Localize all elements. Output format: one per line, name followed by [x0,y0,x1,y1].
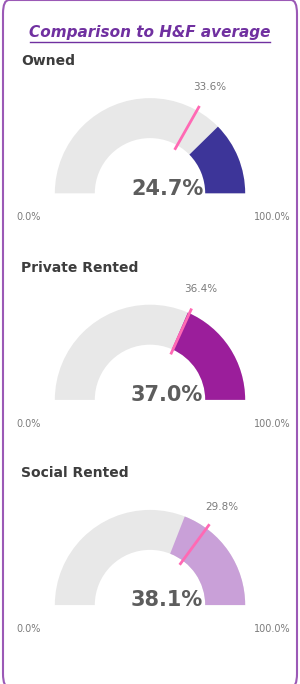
Text: 37.0%: 37.0% [131,385,203,405]
Text: 100.0%: 100.0% [254,419,290,429]
Wedge shape [55,98,245,194]
Wedge shape [172,313,245,400]
Text: 100.0%: 100.0% [254,624,290,634]
Text: 33.6%: 33.6% [194,82,226,92]
Text: Private Rented: Private Rented [21,261,138,275]
Text: 36.4%: 36.4% [184,284,217,294]
Text: 100.0%: 100.0% [254,212,290,222]
Wedge shape [55,304,245,400]
Text: 38.1%: 38.1% [131,590,203,610]
Text: 0.0%: 0.0% [16,212,41,222]
Wedge shape [170,516,245,605]
Wedge shape [189,127,245,194]
Text: 29.8%: 29.8% [206,502,239,512]
Text: 0.0%: 0.0% [16,419,41,429]
Wedge shape [55,510,245,605]
Text: 24.7%: 24.7% [131,179,203,198]
Text: Social Rented: Social Rented [21,466,129,480]
Text: Comparison to H&F average: Comparison to H&F average [29,25,271,40]
Text: 0.0%: 0.0% [16,624,41,634]
Text: Owned: Owned [21,55,75,68]
